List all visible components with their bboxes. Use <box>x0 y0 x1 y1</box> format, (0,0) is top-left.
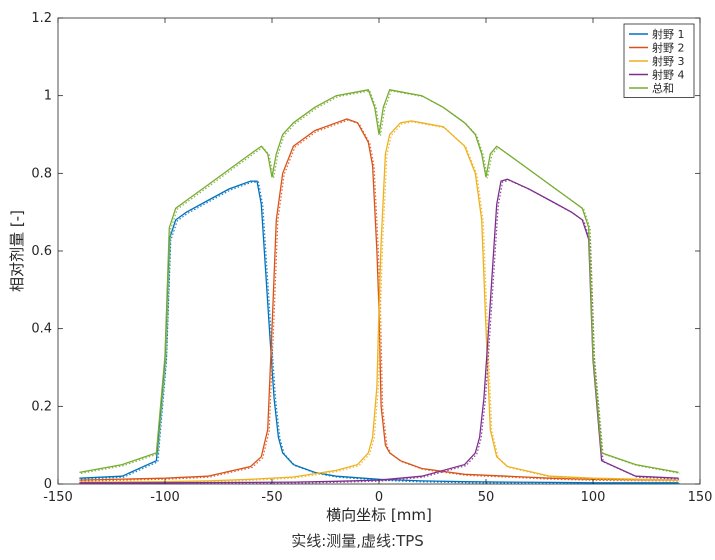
x-tick-label: 50 <box>478 490 495 505</box>
y-tick-label: 0.8 <box>31 166 52 181</box>
y-tick-label: 0.4 <box>31 322 52 337</box>
x-tick-label: 0 <box>375 490 383 505</box>
legend-entry: 总和 <box>652 81 674 95</box>
y-tick-label: 0.2 <box>31 399 52 414</box>
y-tick-label: 1 <box>44 89 52 104</box>
y-tick-label: 0 <box>44 477 52 492</box>
plot-area <box>57 17 701 485</box>
series-tps-line-5 <box>80 90 681 474</box>
series-measured-line-2 <box>79 118 679 481</box>
x-tick-label: -100 <box>150 490 180 505</box>
series-tps-line-3 <box>80 121 681 484</box>
series-measured-line-3 <box>79 120 679 483</box>
x-axis-label: 横向坐标 [mm] <box>326 506 432 524</box>
legend-entry: 射野 4 <box>652 68 685 82</box>
series-tps-line-2 <box>80 119 681 482</box>
axis-layer: -150 -100 -50 0 50 100 150 0 0.2 0.4 0.6 0.8 1 1.2 <box>31 11 712 505</box>
series-tps-line-1 <box>80 181 681 485</box>
x-tick-label: 150 <box>688 490 713 505</box>
x-tick-label: -50 <box>261 490 282 505</box>
legend: 射野 1射野 2射野 3射野 4总和 <box>623 23 695 98</box>
y-tick-label: 0.6 <box>31 244 52 259</box>
legend-entry: 射野 1 <box>652 27 685 41</box>
y-axis-label: 相对剂量 [-] <box>8 210 26 292</box>
legend-entry: 射野 2 <box>652 41 685 55</box>
x-tick-label: 100 <box>581 490 606 505</box>
legend-entry: 射野 3 <box>652 54 685 68</box>
series-measured-line-5 <box>79 89 679 474</box>
chart-caption: 实线:测量,虚线:TPS <box>291 532 424 550</box>
y-tick-label: 1.2 <box>31 11 52 26</box>
x-tick-label: -150 <box>43 490 73 505</box>
